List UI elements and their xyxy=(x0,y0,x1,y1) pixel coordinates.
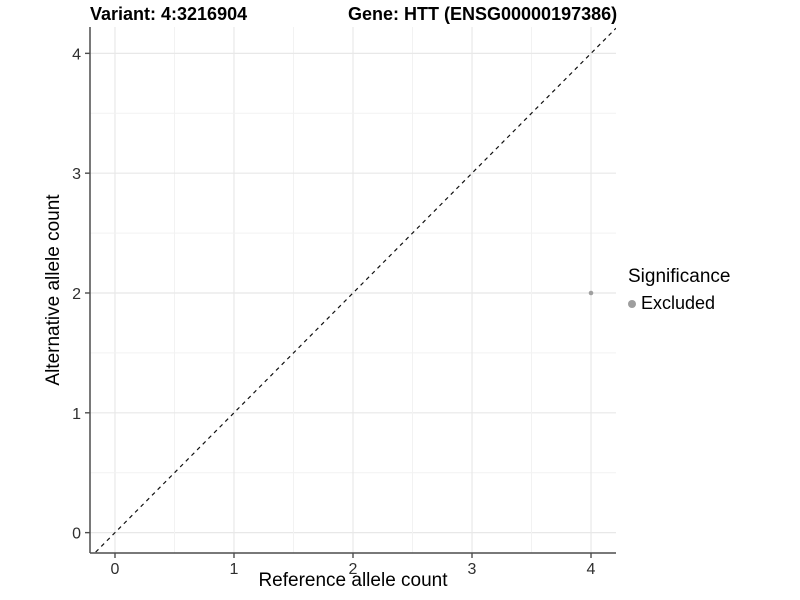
x-tick-label: 2 xyxy=(349,561,358,578)
x-axis-ticks: 0 1 2 3 4 xyxy=(111,553,596,578)
y-tick-label: 3 xyxy=(72,166,81,183)
y-tick-label: 2 xyxy=(72,286,81,303)
x-axis-title: Reference allele count xyxy=(258,570,448,591)
data-point xyxy=(588,290,594,296)
legend: Significance Excluded xyxy=(628,266,730,314)
x-tick-label: 4 xyxy=(587,561,596,578)
legend-item-excluded: Excluded xyxy=(628,293,730,314)
y-axis-ticks: 0 1 2 3 4 xyxy=(72,46,90,543)
y-tick-label: 1 xyxy=(72,406,81,423)
x-tick-label: 3 xyxy=(468,561,477,578)
y-axis-title: Alternative allele count xyxy=(43,194,64,386)
legend-item-label: Excluded xyxy=(641,293,716,313)
variant-title: Variant: 4:3216904 xyxy=(90,4,248,24)
legend-title: Significance xyxy=(628,266,731,287)
x-tick-label: 0 xyxy=(111,561,120,578)
x-tick-label: 1 xyxy=(230,561,239,578)
excluded-point-icon xyxy=(628,299,636,308)
y-tick-label: 0 xyxy=(72,526,81,543)
y-tick-label: 4 xyxy=(72,46,81,63)
gridlines xyxy=(90,27,616,553)
gene-title: Gene: HTT (ENSG00000197386) xyxy=(348,4,618,24)
